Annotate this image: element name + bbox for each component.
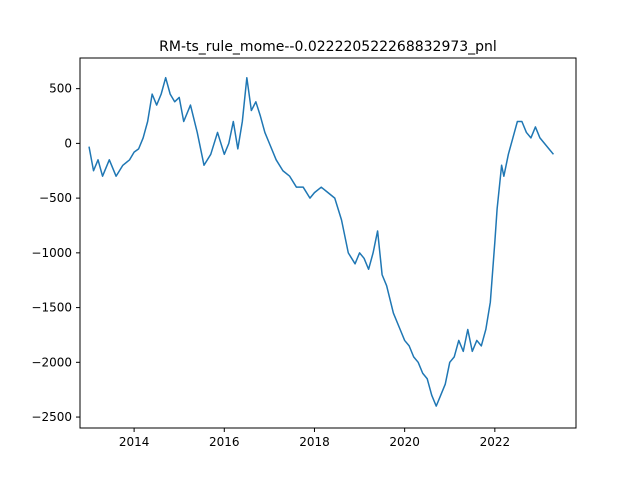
y-tick-label: −2000 (31, 355, 72, 369)
y-tick-label: −500 (39, 191, 72, 205)
x-tick-label: 2016 (209, 435, 240, 449)
x-tick-label: 2020 (389, 435, 420, 449)
x-tick-label: 2018 (299, 435, 330, 449)
plot-area (88, 76, 555, 407)
x-tick-label: 2014 (119, 435, 150, 449)
y-tick-label: −1500 (31, 301, 72, 315)
y-tick-label: 500 (49, 82, 72, 96)
series-line-0 (88, 76, 555, 407)
plot-frame (79, 57, 577, 429)
y-tick-label: −1000 (31, 246, 72, 260)
chart-title: RM-ts_rule_mome--0.022220522268832973_pn… (159, 39, 497, 55)
y-tick-label: −2500 (31, 410, 72, 424)
axes: 2014 2016 2018 2020 2022 500 0 −500 −1000 −1500 −2… (31, 82, 510, 449)
y-tick-label: 0 (64, 136, 72, 150)
x-tick-label: 2022 (480, 435, 511, 449)
